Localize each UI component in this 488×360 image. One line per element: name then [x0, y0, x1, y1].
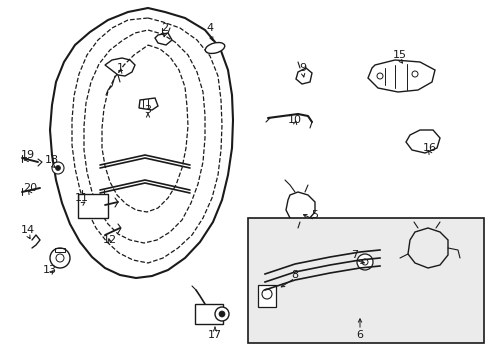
Circle shape	[50, 248, 70, 268]
Circle shape	[215, 307, 228, 321]
Text: 4: 4	[206, 23, 213, 33]
Text: 18: 18	[45, 155, 59, 165]
Text: 5: 5	[311, 210, 318, 220]
Text: 13: 13	[43, 265, 57, 275]
Text: 16: 16	[422, 143, 436, 153]
Text: 17: 17	[207, 330, 222, 340]
Text: 1: 1	[116, 63, 123, 73]
Circle shape	[356, 254, 372, 270]
Circle shape	[361, 259, 367, 265]
Text: 11: 11	[75, 193, 89, 203]
Circle shape	[376, 73, 382, 79]
Bar	[195, 304, 223, 324]
Polygon shape	[50, 8, 232, 278]
Text: 3: 3	[144, 105, 151, 115]
Bar	[247, 218, 483, 343]
Circle shape	[55, 166, 61, 171]
Text: 15: 15	[392, 50, 406, 60]
Bar	[78, 194, 108, 218]
Text: 7: 7	[351, 250, 358, 260]
Bar	[258, 285, 275, 307]
Text: 9: 9	[299, 63, 306, 73]
Circle shape	[52, 162, 64, 174]
Text: 19: 19	[21, 150, 35, 160]
Text: 2: 2	[161, 23, 168, 33]
Circle shape	[262, 289, 271, 299]
Circle shape	[56, 254, 64, 262]
Circle shape	[219, 311, 224, 317]
Ellipse shape	[205, 42, 224, 54]
Text: 10: 10	[287, 115, 302, 125]
Text: 8: 8	[291, 270, 298, 280]
Text: 20: 20	[23, 183, 37, 193]
Text: 14: 14	[21, 225, 35, 235]
Text: 6: 6	[356, 330, 363, 340]
Circle shape	[411, 71, 417, 77]
Text: 12: 12	[103, 235, 117, 245]
